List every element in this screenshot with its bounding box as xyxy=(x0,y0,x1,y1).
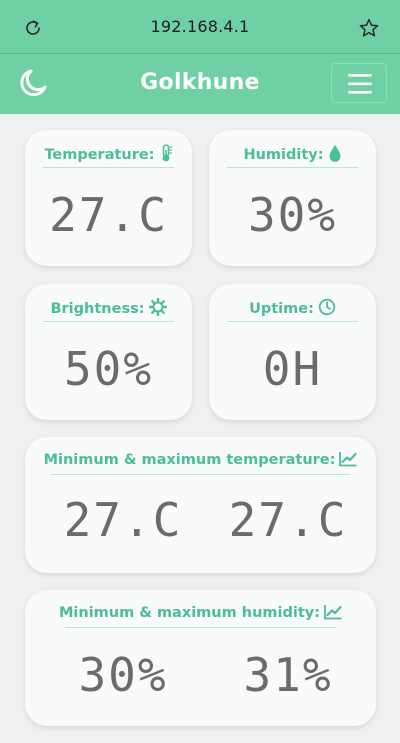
brightness-label-row: Brightness: xyxy=(25,298,192,317)
max-temperature-value: 27.C xyxy=(228,493,348,547)
temperature-value: 27.C xyxy=(49,188,168,242)
minmax-humidity-label: Minimum & maximum humidity: xyxy=(58,605,321,621)
humidity-value: 30% xyxy=(247,188,338,242)
water-drop-icon xyxy=(329,145,341,162)
chart-line-icon xyxy=(339,452,358,467)
browser-address-bar: 192.168.4.1 xyxy=(0,0,400,54)
clock-icon xyxy=(318,298,336,316)
minmax-humidity-label-row: Minimum & maximum humidity: xyxy=(25,604,376,621)
menu-button[interactable] xyxy=(331,63,387,103)
temperature-label: Temperature: xyxy=(44,147,155,163)
uptime-label: Uptime: xyxy=(249,301,314,317)
min-temperature-value: 27.C xyxy=(63,493,183,547)
divider xyxy=(227,167,358,168)
uptime-card: Uptime: 0H xyxy=(209,284,376,420)
humidity-label-row: Humidity: xyxy=(209,144,376,163)
min-humidity-value: 30% xyxy=(78,648,168,702)
star-icon[interactable] xyxy=(358,17,380,39)
divider xyxy=(51,474,350,475)
max-humidity-value: 31% xyxy=(243,648,333,702)
divider xyxy=(227,321,358,322)
minmax-humidity-card: Minimum & maximum humidity: 30% 31% xyxy=(25,590,376,726)
humidity-card: Humidity: 30% xyxy=(209,130,376,266)
gear-sun-icon xyxy=(148,298,167,316)
thermometer-icon xyxy=(162,144,172,162)
hamburger-menu-icon xyxy=(348,74,372,94)
divider xyxy=(43,321,174,322)
divider xyxy=(43,167,174,168)
minmax-temperature-card: Minimum & maximum temperature: 27.C 27.C xyxy=(25,437,376,573)
temperature-label-row: Temperature: xyxy=(25,144,192,163)
minmax-temperature-label: Minimum & maximum temperature: xyxy=(43,452,336,468)
uptime-label-row: Uptime: xyxy=(209,298,376,317)
temperature-card: Temperature: 27.C xyxy=(25,130,192,266)
uptime-value: 0H xyxy=(262,342,323,396)
url-text[interactable]: 192.168.4.1 xyxy=(150,17,250,36)
reload-icon[interactable] xyxy=(22,17,44,39)
humidity-label: Humidity: xyxy=(243,147,324,163)
app-header: Golkhune xyxy=(0,54,400,114)
minmax-temperature-label-row: Minimum & maximum temperature: xyxy=(25,451,376,468)
divider xyxy=(65,627,336,628)
brightness-value: 50% xyxy=(63,342,154,396)
page-title: Golkhune xyxy=(140,70,260,95)
moon-icon[interactable] xyxy=(17,67,49,99)
brightness-card: Brightness: 50% xyxy=(25,284,192,420)
brightness-label: Brightness: xyxy=(50,301,145,317)
chart-line-icon xyxy=(324,605,342,620)
